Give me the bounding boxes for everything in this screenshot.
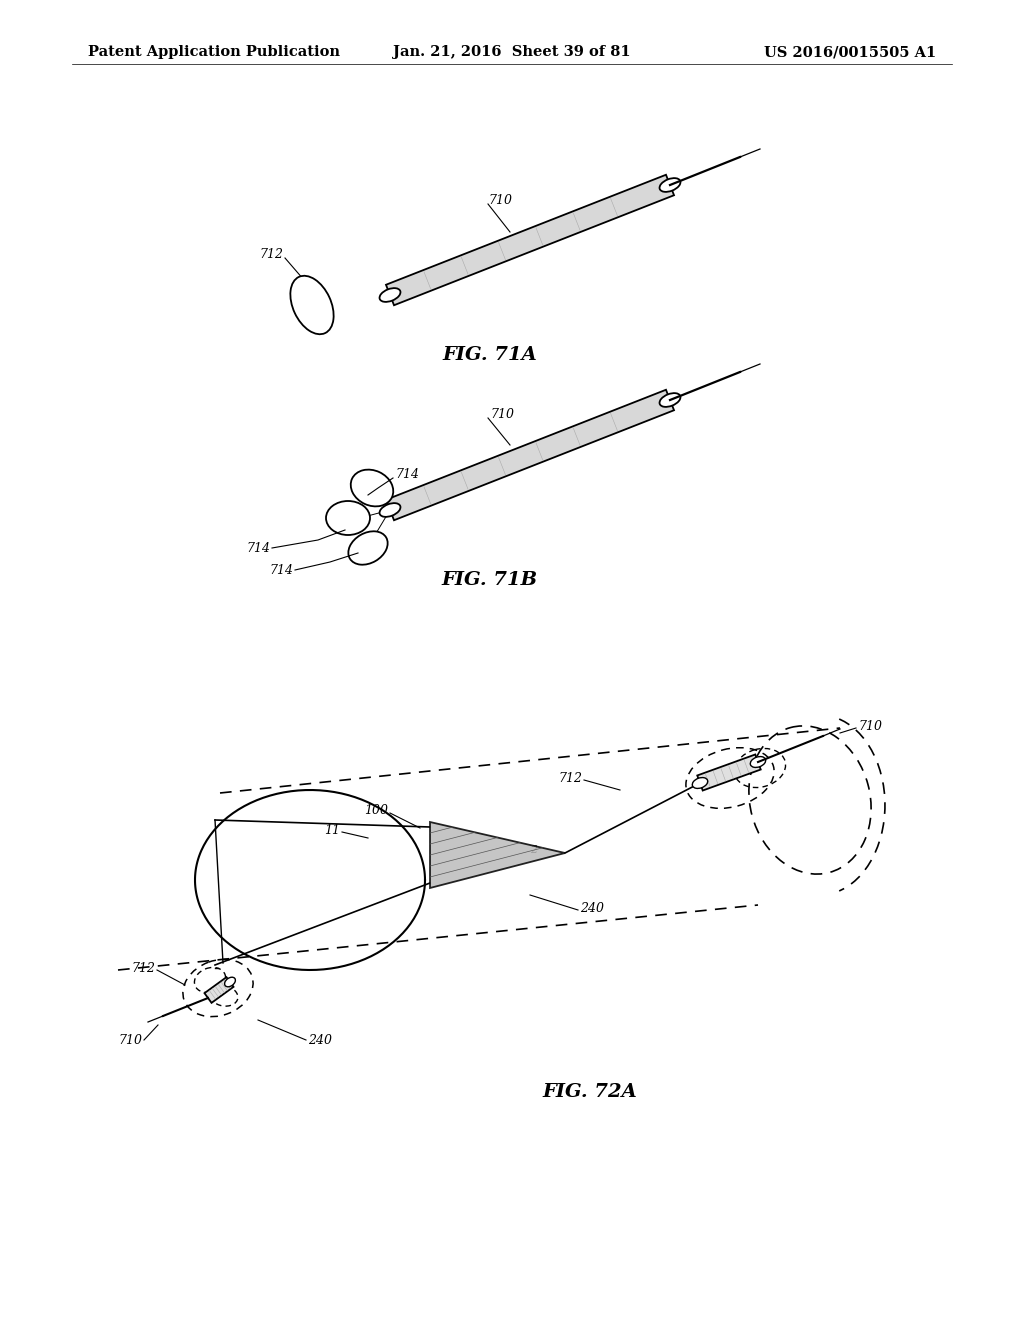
Text: 712: 712 bbox=[558, 771, 582, 784]
Ellipse shape bbox=[380, 288, 400, 302]
Ellipse shape bbox=[659, 178, 681, 191]
Text: 710: 710 bbox=[490, 408, 514, 421]
Ellipse shape bbox=[659, 393, 681, 407]
Text: 710: 710 bbox=[858, 719, 882, 733]
Polygon shape bbox=[386, 174, 674, 305]
Text: 240: 240 bbox=[308, 1034, 332, 1047]
Ellipse shape bbox=[692, 777, 708, 788]
Text: 714: 714 bbox=[269, 564, 293, 577]
Text: 2: 2 bbox=[530, 845, 538, 855]
Text: 712: 712 bbox=[131, 961, 155, 974]
Ellipse shape bbox=[224, 977, 236, 987]
Text: Jan. 21, 2016  Sheet 39 of 81: Jan. 21, 2016 Sheet 39 of 81 bbox=[393, 45, 631, 59]
Text: 710: 710 bbox=[118, 1034, 142, 1047]
Polygon shape bbox=[386, 389, 674, 520]
Text: FIG. 72A: FIG. 72A bbox=[543, 1082, 637, 1101]
Ellipse shape bbox=[751, 756, 766, 767]
Text: 240: 240 bbox=[580, 902, 604, 915]
Polygon shape bbox=[430, 822, 565, 888]
Ellipse shape bbox=[348, 531, 388, 565]
Polygon shape bbox=[697, 755, 761, 791]
Text: 714: 714 bbox=[395, 469, 419, 482]
Text: 712: 712 bbox=[259, 248, 283, 261]
Ellipse shape bbox=[351, 470, 393, 507]
Text: Patent Application Publication: Patent Application Publication bbox=[88, 45, 340, 59]
Text: FIG. 71B: FIG. 71B bbox=[442, 572, 538, 589]
Text: 11: 11 bbox=[324, 824, 340, 837]
Polygon shape bbox=[205, 977, 233, 1003]
Text: US 2016/0015505 A1: US 2016/0015505 A1 bbox=[764, 45, 936, 59]
Ellipse shape bbox=[291, 276, 334, 334]
Text: 714: 714 bbox=[246, 541, 270, 554]
Text: FIG. 71A: FIG. 71A bbox=[442, 346, 538, 364]
Ellipse shape bbox=[380, 503, 400, 517]
Text: 710: 710 bbox=[488, 194, 512, 206]
Text: 100: 100 bbox=[364, 804, 388, 817]
Ellipse shape bbox=[326, 502, 370, 535]
